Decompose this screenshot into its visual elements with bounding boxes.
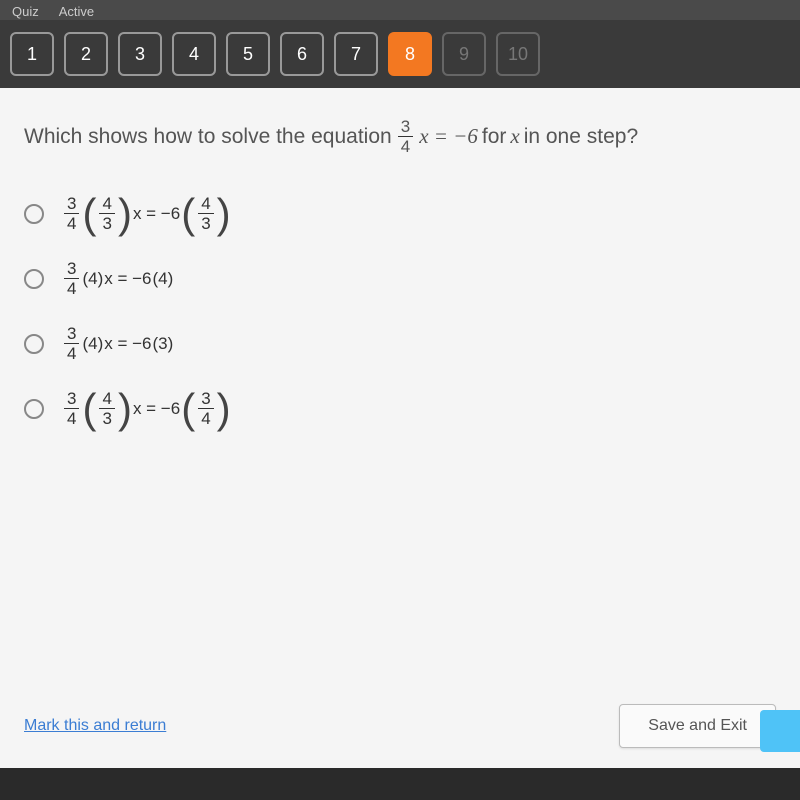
nav-q2[interactable]: 2 xyxy=(64,32,108,76)
question-panel: Which shows how to solve the equation 3 … xyxy=(0,88,800,768)
question-text: Which shows how to solve the equation 3 … xyxy=(24,118,776,155)
next-button[interactable] xyxy=(760,710,800,752)
nav-q1[interactable]: 1 xyxy=(10,32,54,76)
option-d-expr: 34 ( 43 ) x = −6 ( 34 ) xyxy=(62,390,231,427)
nav-q4[interactable]: 4 xyxy=(172,32,216,76)
nav-q10[interactable]: 10 xyxy=(496,32,540,76)
option-a-expr: 34 ( 43 ) x = −6 ( 43 ) xyxy=(62,195,231,232)
question-eq: x = −6 xyxy=(419,120,478,154)
mark-return-link[interactable]: Mark this and return xyxy=(24,717,166,735)
question-fraction: 3 4 xyxy=(398,118,413,155)
question-suffix-2: in one step? xyxy=(524,120,638,154)
top-bar: Quiz Active xyxy=(0,0,800,20)
answer-options: 34 ( 43 ) x = −6 ( 43 ) 34 (4) x = −6 (4… xyxy=(24,195,776,427)
option-d[interactable]: 34 ( 43 ) x = −6 ( 34 ) xyxy=(24,390,776,427)
question-suffix-1: for xyxy=(482,120,507,154)
question-nav: 1 2 3 4 5 6 7 8 9 10 xyxy=(0,20,800,88)
question-var: x xyxy=(510,120,519,154)
option-a[interactable]: 34 ( 43 ) x = −6 ( 43 ) xyxy=(24,195,776,232)
nav-q6[interactable]: 6 xyxy=(280,32,324,76)
save-exit-button[interactable]: Save and Exit xyxy=(619,704,776,748)
option-c-expr: 34 (4) x = −6 (3) xyxy=(62,325,173,362)
radio-d[interactable] xyxy=(24,399,44,419)
nav-q9[interactable]: 9 xyxy=(442,32,486,76)
nav-q5[interactable]: 5 xyxy=(226,32,270,76)
bottom-bar: Mark this and return Save and Exit xyxy=(24,704,776,748)
option-b[interactable]: 34 (4) x = −6 (4) xyxy=(24,260,776,297)
nav-q3[interactable]: 3 xyxy=(118,32,162,76)
active-label: Active xyxy=(59,4,94,16)
option-b-expr: 34 (4) x = −6 (4) xyxy=(62,260,173,297)
quiz-label: Quiz xyxy=(12,4,39,16)
radio-c[interactable] xyxy=(24,334,44,354)
radio-a[interactable] xyxy=(24,204,44,224)
nav-q7[interactable]: 7 xyxy=(334,32,378,76)
radio-b[interactable] xyxy=(24,269,44,289)
nav-q8[interactable]: 8 xyxy=(388,32,432,76)
question-prefix: Which shows how to solve the equation xyxy=(24,120,392,154)
option-c[interactable]: 34 (4) x = −6 (3) xyxy=(24,325,776,362)
